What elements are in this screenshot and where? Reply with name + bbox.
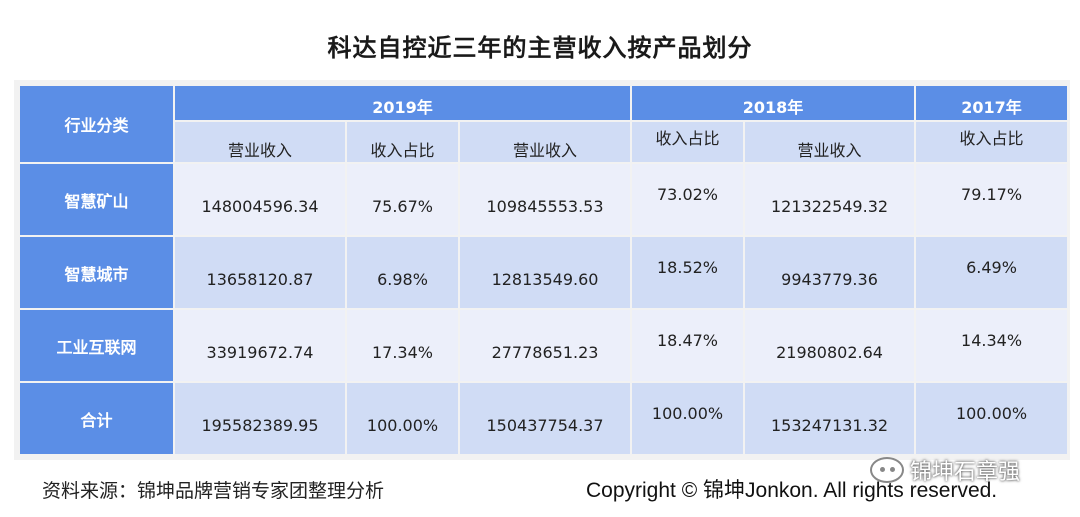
table-cell: 14.34%	[916, 310, 1068, 381]
year-header-row: 行业分类 2019年 2018年 2017年	[20, 86, 1068, 162]
watermark-text: 锦坤石章强	[910, 460, 1021, 485]
table-cell: 109845553.53	[460, 164, 631, 235]
sub-header-row: 营业收入 收入占比 营业收入 收入占比 营业收入 收入占比	[20, 122, 1068, 162]
table-cell: 18.47%	[632, 310, 744, 381]
row-label: 工业互联网	[20, 310, 173, 381]
table-cell: 33919672.74	[175, 310, 345, 381]
sub-header: 收入占比	[347, 122, 458, 162]
wechat-icon	[870, 457, 904, 483]
table-cell: 27778651.23	[460, 310, 631, 381]
table-cell: 195582389.95	[175, 383, 345, 454]
table-cell: 100.00%	[916, 383, 1068, 454]
revenue-table: 行业分类 2019年 2018年 2017年 营业收入 收入占比 营业收入 收入…	[18, 84, 1069, 456]
table-cell: 9943779.36	[745, 237, 915, 308]
copyright-note: Copyright © 锦坤Jonkon. All rights reserve…	[586, 479, 998, 502]
sub-header: 收入占比	[632, 122, 744, 162]
row-label: 智慧城市	[20, 237, 173, 308]
table-cell: 79.17%	[916, 164, 1068, 235]
sub-header: 收入占比	[916, 122, 1068, 162]
table-row: 智慧城市 13658120.87 6.98% 12813549.60 18.52…	[20, 237, 1068, 308]
table-cell: 13658120.87	[175, 237, 345, 308]
table-cell: 75.67%	[347, 164, 458, 235]
sub-header: 营业收入	[745, 122, 915, 162]
table-row: 智慧矿山 148004596.34 75.67% 109845553.53 73…	[20, 164, 1068, 235]
table-cell: 121322549.32	[745, 164, 915, 235]
table-cell: 21980802.64	[745, 310, 915, 381]
table-cell: 18.52%	[632, 237, 744, 308]
table-row-total: 合计 195582389.95 100.00% 150437754.37 100…	[20, 383, 1068, 454]
source-note: 资料来源：锦坤品牌营销专家团整理分析	[42, 480, 385, 502]
year-header-2018: 2018年	[632, 86, 915, 120]
page-title: 科达自控近三年的主营收入按产品划分	[327, 34, 753, 62]
table-row: 工业互联网 33919672.74 17.34% 27778651.23 18.…	[20, 310, 1068, 381]
table-cell: 6.98%	[347, 237, 458, 308]
row-label: 智慧矿山	[20, 164, 173, 235]
table-cell: 150437754.37	[460, 383, 631, 454]
table-cell: 73.02%	[632, 164, 744, 235]
row-label: 合计	[20, 383, 173, 454]
category-header: 行业分类	[20, 86, 173, 162]
table-cell: 12813549.60	[460, 237, 631, 308]
table-cell: 17.34%	[347, 310, 458, 381]
year-header-2019: 2019年	[175, 86, 631, 120]
table-cell: 6.49%	[916, 237, 1068, 308]
table-cell: 100.00%	[632, 383, 744, 454]
table-cell: 100.00%	[347, 383, 458, 454]
sub-header: 营业收入	[460, 122, 631, 162]
watermark: 锦坤石章强	[870, 454, 1020, 486]
table-cell: 153247131.32	[745, 383, 915, 454]
table-cell: 148004596.34	[175, 164, 345, 235]
sub-header: 营业收入	[175, 122, 345, 162]
year-header-2017: 2017年	[916, 86, 1068, 120]
